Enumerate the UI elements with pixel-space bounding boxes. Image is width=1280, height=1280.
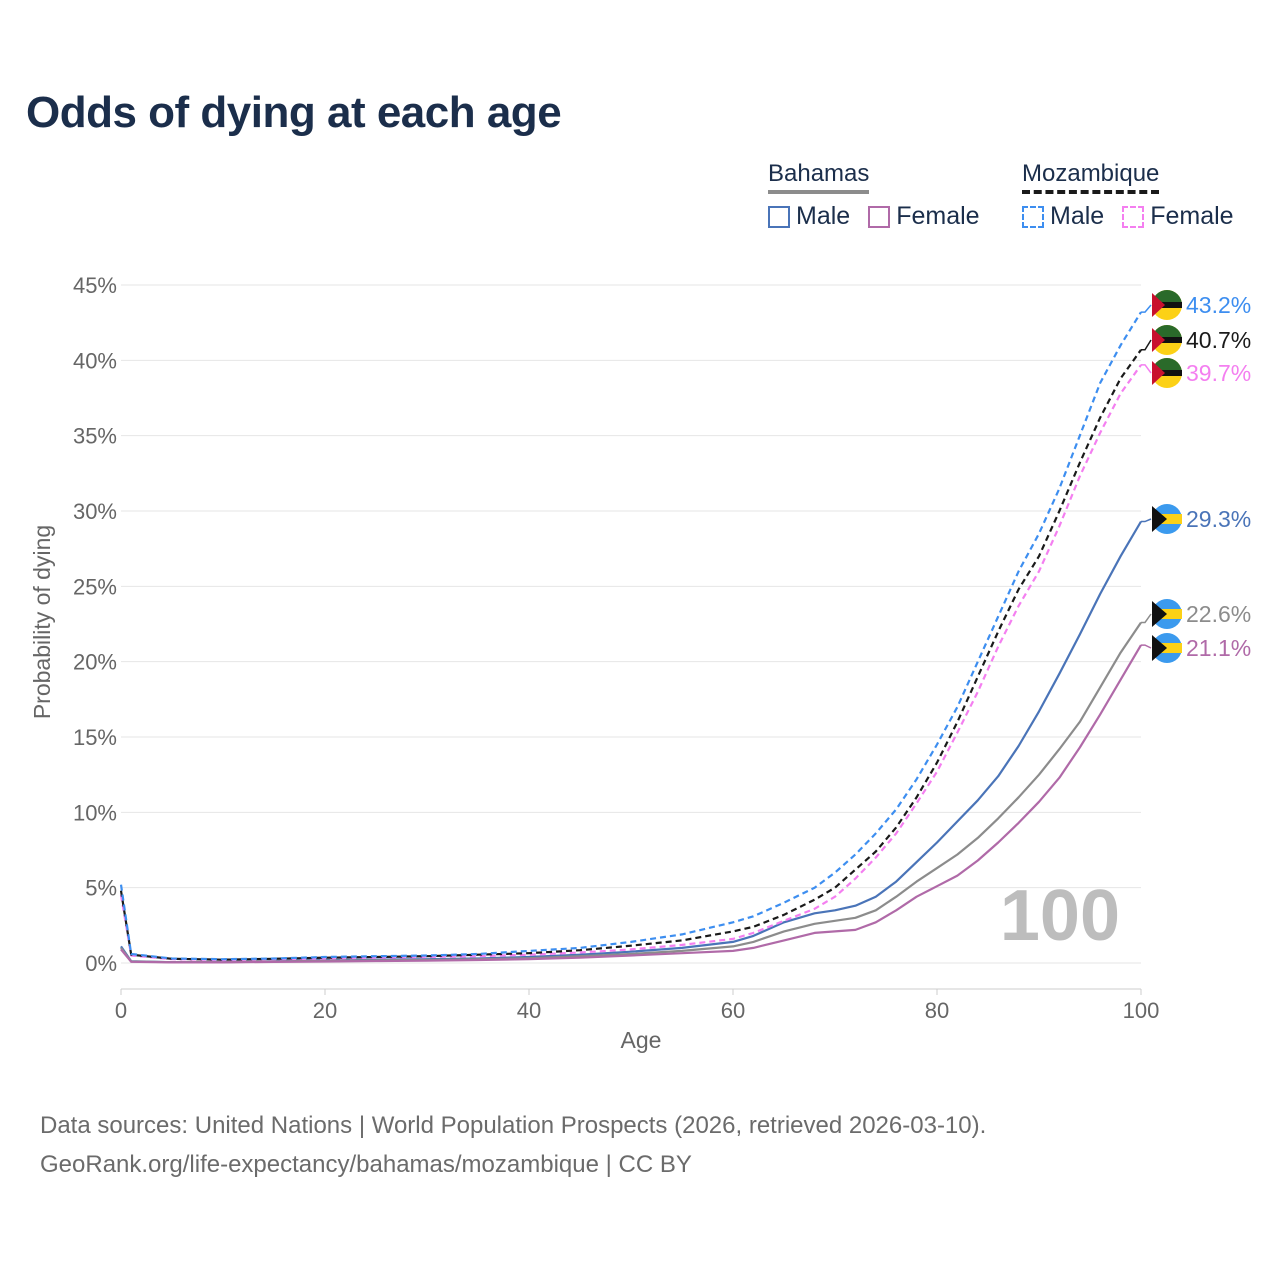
label-connector — [1141, 364, 1152, 374]
legend-label: Male — [796, 202, 851, 230]
end-value-label: 40.7% — [1186, 327, 1251, 353]
flag-band — [1153, 302, 1182, 308]
series-line-mozambique-male[interactable] — [119, 311, 1142, 961]
chart-title: Odds of dying at each age — [26, 88, 562, 137]
flag-triangle — [1152, 506, 1167, 532]
end-value-label: 29.3% — [1186, 506, 1251, 532]
legend-group-name: Bahamas — [768, 160, 870, 194]
legend-swatch — [768, 205, 790, 228]
y-axis-label: Probability of dying — [29, 525, 55, 719]
data-sources: Data sources: United Nations | World Pop… — [40, 1106, 986, 1184]
legend-item-mozambique-male[interactable]: Male — [1022, 202, 1104, 231]
x-tick-label: 60 — [721, 998, 745, 1023]
y-tick-label: 0% — [85, 951, 117, 976]
sources-line-2[interactable]: GeoRank.org/life-expectancy/bahamas/moza… — [40, 1151, 692, 1178]
legend-item-bahamas-male[interactable]: Male — [768, 202, 850, 231]
end-value-label: 39.7% — [1186, 360, 1251, 386]
flag-triangle — [1152, 293, 1165, 317]
x-tick-label: 20 — [313, 998, 337, 1023]
flag-triangle — [1152, 328, 1165, 352]
x-tick-label: 100 — [1123, 998, 1160, 1023]
end-value-label: 22.6% — [1186, 601, 1251, 627]
x-axis-label: Age — [621, 1027, 662, 1053]
legend-item-bahamas-female[interactable]: Female — [868, 202, 980, 231]
x-tick-label: 40 — [517, 998, 541, 1023]
flag-triangle — [1152, 361, 1165, 385]
legend-label: Female — [896, 202, 980, 230]
legend-swatch — [1122, 205, 1145, 228]
series-line-bahamas-female[interactable] — [120, 644, 1142, 964]
y-tick-label: 35% — [73, 424, 117, 449]
legend-label: Female — [1150, 202, 1234, 230]
legend-item-mozambique-female[interactable]: Female — [1122, 202, 1234, 231]
legend-group-name: Mozambique — [1022, 160, 1160, 194]
y-tick-label: 45% — [73, 273, 117, 298]
label-connector — [1141, 339, 1152, 351]
label-connector — [1141, 518, 1152, 523]
flag-band — [1153, 337, 1182, 343]
series-line-bahamas-male[interactable] — [120, 520, 1142, 964]
flag-triangle — [1152, 635, 1167, 661]
year-watermark: 100 — [1000, 876, 1120, 956]
label-connector — [1141, 613, 1152, 624]
end-value-label: 21.1% — [1186, 635, 1251, 661]
legend-group-bahamas: Bahamas Male Female — [768, 160, 980, 231]
sources-line-1: Data sources: United Nations | World Pop… — [40, 1112, 987, 1139]
x-tick-label: 0 — [115, 998, 127, 1023]
series-line-mozambique-female[interactable] — [119, 364, 1142, 962]
series-line-mozambique-total[interactable] — [119, 349, 1142, 961]
legend-swatch — [868, 205, 891, 228]
end-value-label: 43.2% — [1186, 292, 1251, 318]
legend-swatch — [1022, 205, 1044, 228]
y-tick-label: 15% — [73, 725, 117, 750]
label-connector — [1141, 304, 1152, 313]
y-tick-label: 10% — [73, 800, 117, 825]
legend-label: Male — [1050, 202, 1105, 230]
x-tick-label: 80 — [925, 998, 949, 1023]
series-line-bahamas-total[interactable] — [120, 621, 1142, 964]
label-connector — [1141, 644, 1152, 649]
flag-triangle — [1152, 601, 1167, 627]
y-tick-label: 40% — [73, 348, 117, 373]
y-tick-label: 30% — [73, 499, 117, 524]
legend-group-mozambique: Mozambique Male Female — [1022, 160, 1234, 231]
y-tick-label: 5% — [85, 876, 117, 901]
y-tick-label: 25% — [73, 574, 117, 599]
y-tick-label: 20% — [73, 650, 117, 675]
flag-band — [1153, 370, 1182, 376]
